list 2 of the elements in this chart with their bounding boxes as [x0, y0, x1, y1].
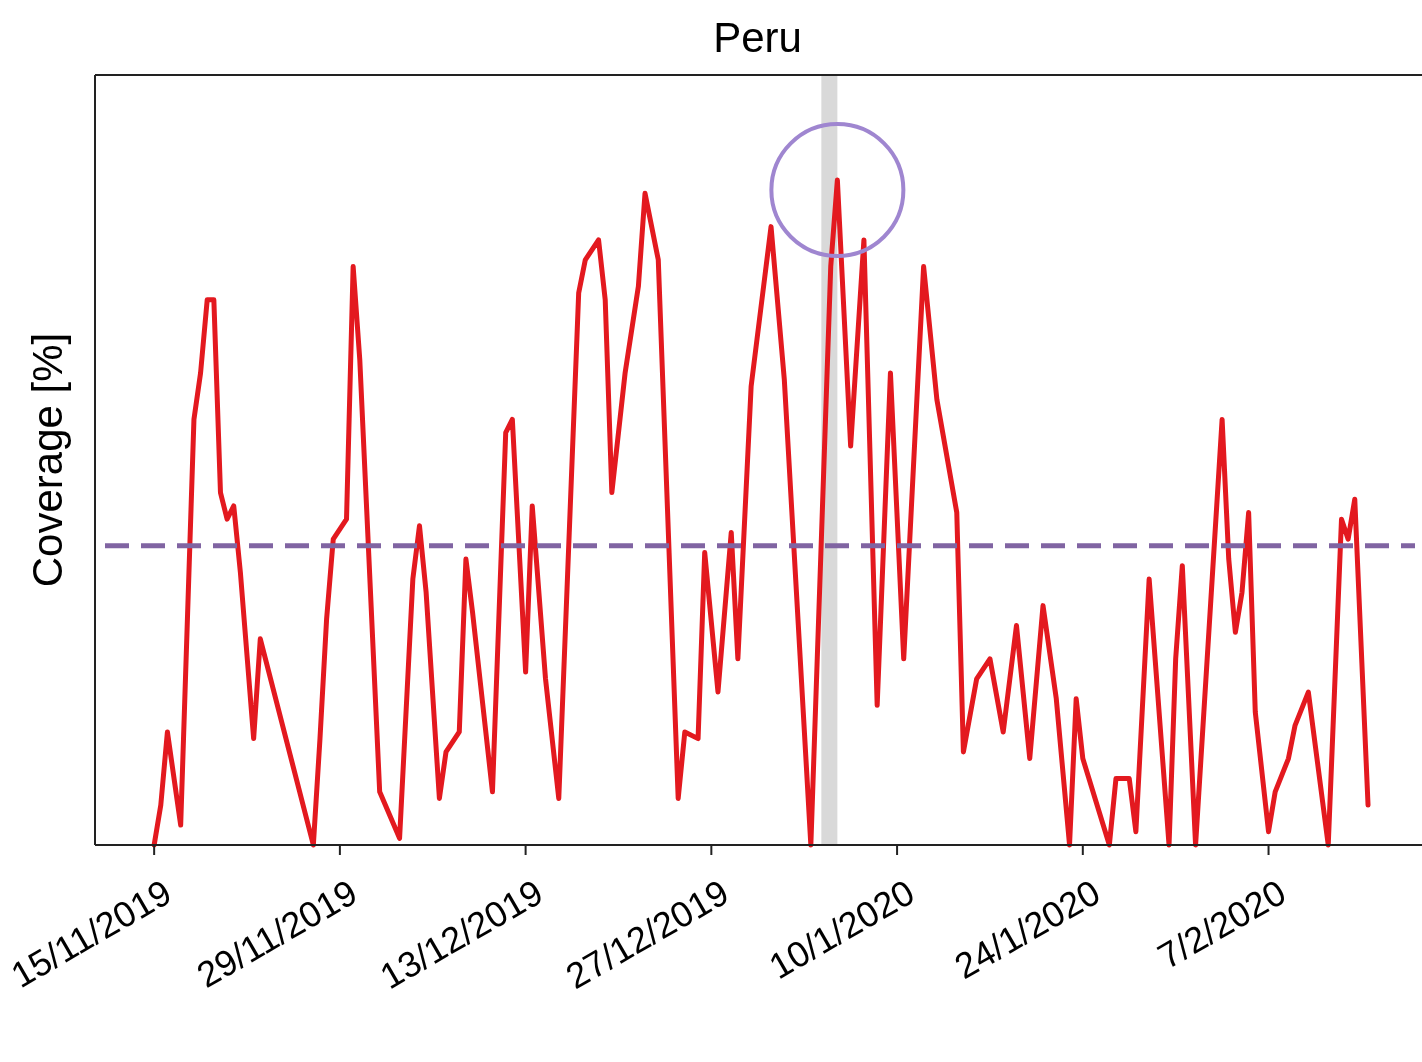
y-axis-title: Coverage [%]: [24, 332, 71, 588]
chart-title: Peru: [713, 14, 802, 61]
